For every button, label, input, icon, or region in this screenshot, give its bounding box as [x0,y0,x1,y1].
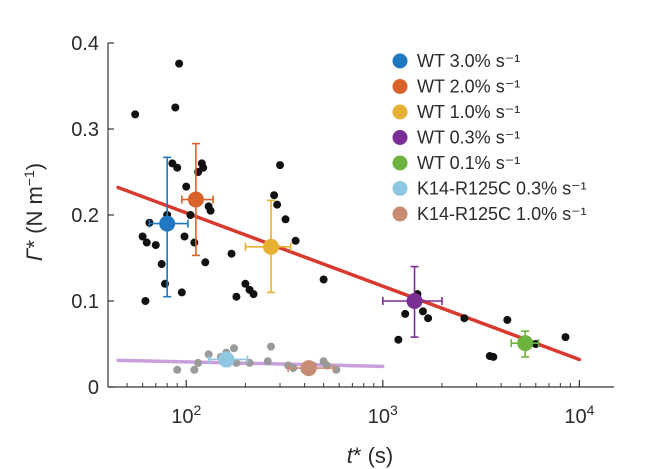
legend-marker [392,79,408,94]
wt-data-point [401,309,410,318]
legend-label: WT 3.0% s⁻¹ [417,51,520,71]
wt-data-point [232,292,241,301]
series-mean [244,199,292,294]
series-mean [181,142,214,257]
k14-data-point [263,357,272,366]
wt-data-point [206,206,215,215]
legend-label: WT 1.0% s⁻¹ [417,102,520,122]
wt-data-point [201,258,210,267]
legend-marker [392,53,408,69]
legend-marker [392,104,408,120]
wt-data-point [281,215,290,224]
series-mean [287,360,335,377]
wt-data-point [171,103,180,112]
x-tick-label: 104 [564,402,594,428]
series-mean [148,156,189,298]
wt-data-point [241,279,250,288]
wt-data-point [394,335,403,344]
wt-data-point [249,290,258,299]
wt-data-point [424,314,433,323]
legend-marker [392,155,408,171]
mean-point [263,238,280,255]
data-points [131,59,570,374]
wt-data-point [175,59,184,68]
x-axis-label: t* (s) [347,443,393,468]
wt-data-point [173,163,182,172]
series-mean [510,330,540,358]
k14-data-point [173,365,182,374]
legend: WT 3.0% s⁻¹ WT 2.0% s⁻¹ WT 1.0% s⁻¹ WT 0.3%… [392,51,587,224]
wt-data-point [138,232,147,241]
k14-data-point [332,365,341,374]
legend-label: WT 2.0% s⁻¹ [417,77,520,97]
k14-data-point [232,358,241,367]
plot-area: 0 0.1 0.2 0.3 0.4 102 103 104 [71,33,614,428]
k14-data-point [267,342,276,351]
wt-data-point [291,236,300,245]
wt-data-point [503,315,512,324]
k14-data-point [230,344,239,353]
wt-data-point [489,352,498,361]
y-tick-label: 0.1 [71,291,99,313]
wt-data-point [190,238,199,247]
y-tick-label: 0 [88,377,99,399]
wt-data-point [141,297,150,305]
series-mean [207,351,249,368]
wt-data-point [180,232,189,241]
legend-label: K14-R125C 1.0% s⁻¹ [417,204,587,224]
wt-data-point [561,333,570,342]
wt-data-point [319,275,328,284]
legend-label: WT 0.1% s⁻¹ [417,153,520,173]
legend-marker [392,181,408,196]
wt-data-point [418,307,427,316]
wt-data-point [460,314,469,323]
mean-point [187,191,204,208]
wt-data-point [186,211,195,219]
y-tick-label: 0.2 [71,205,99,227]
legend-label: K14-R125C 0.3% s⁻¹ [417,179,587,199]
wt-data-point [199,163,208,172]
wt-data-point [276,161,285,170]
wt-data-point [131,110,140,119]
legend-marker [392,130,408,145]
legend-label: WT 0.3% s⁻¹ [417,128,520,148]
mean-point [159,215,176,232]
fit-line [116,185,582,362]
axes: 0 0.1 0.2 0.3 0.4 102 103 104 [71,33,614,428]
series-mean [382,265,443,338]
mean-point [517,335,534,352]
mean-point [406,293,423,309]
series-means [148,142,540,377]
x-tick-label: 103 [368,402,398,428]
k14-data-point [194,358,203,367]
wt-data-point [157,260,166,269]
wt-data-point [177,288,186,297]
y-tick-label: 0.4 [71,33,99,55]
wt-data-point [273,200,282,209]
wt-data-point [182,182,191,191]
x-tick-label: 102 [171,402,201,428]
wt-data-point [151,241,160,250]
mean-point [218,351,235,368]
mean-point [300,360,317,377]
legend-marker [392,206,408,222]
k14-data-point [204,350,213,359]
wt-data-point [270,191,279,200]
k14-data-point [190,365,199,374]
wt-data-point [227,249,236,258]
wt-data-point [142,238,151,247]
y-tick-label: 0.3 [71,119,99,141]
y-axis-label: Γ* (N m−1) [21,163,47,261]
